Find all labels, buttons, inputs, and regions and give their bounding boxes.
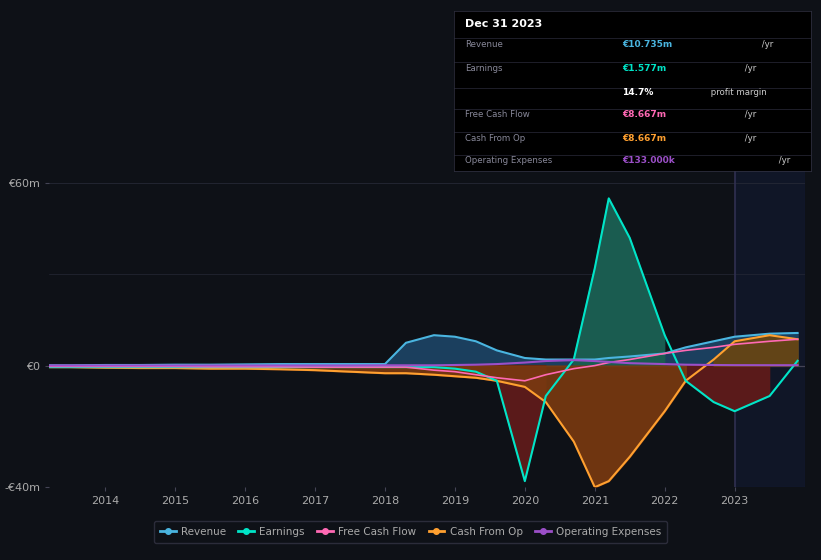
Text: €8.667m: €8.667m	[621, 134, 666, 143]
Text: €10.735m: €10.735m	[621, 40, 672, 49]
Text: Revenue: Revenue	[465, 40, 502, 49]
Text: Earnings: Earnings	[465, 64, 502, 73]
Text: €133.000k: €133.000k	[621, 156, 675, 165]
Text: /yr: /yr	[742, 134, 756, 143]
Text: Dec 31 2023: Dec 31 2023	[465, 19, 542, 29]
Text: Cash From Op: Cash From Op	[465, 134, 525, 143]
Text: €8.667m: €8.667m	[621, 110, 666, 119]
Text: Free Cash Flow: Free Cash Flow	[465, 110, 530, 119]
Bar	[735, 168, 805, 487]
Text: 14.7%: 14.7%	[621, 88, 654, 97]
Text: /yr: /yr	[742, 110, 756, 119]
Text: /yr: /yr	[759, 40, 773, 49]
Text: /yr: /yr	[742, 64, 756, 73]
Text: €1.577m: €1.577m	[621, 64, 666, 73]
Legend: Revenue, Earnings, Free Cash Flow, Cash From Op, Operating Expenses: Revenue, Earnings, Free Cash Flow, Cash …	[154, 521, 667, 543]
Text: /yr: /yr	[776, 156, 791, 165]
Text: profit margin: profit margin	[708, 88, 766, 97]
Text: Operating Expenses: Operating Expenses	[465, 156, 552, 165]
